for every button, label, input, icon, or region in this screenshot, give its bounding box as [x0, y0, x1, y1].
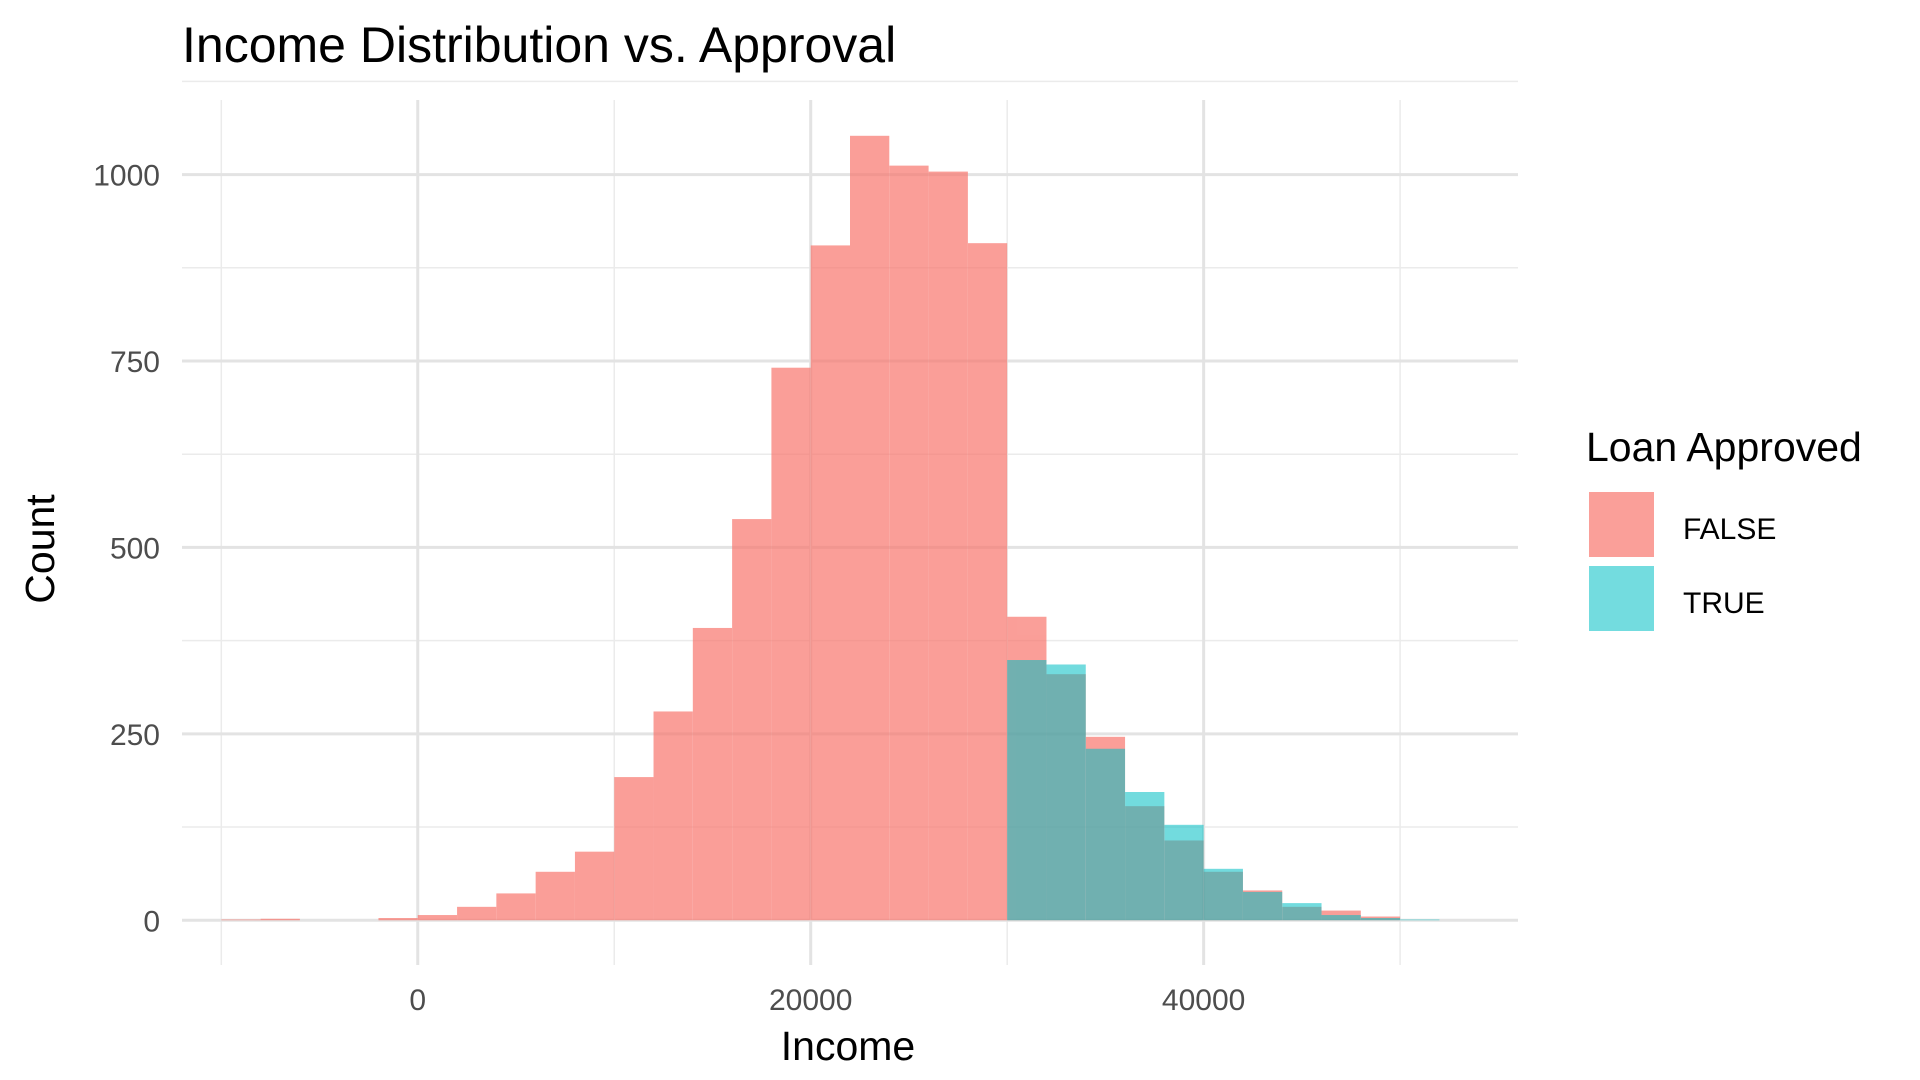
bar-true [1321, 915, 1361, 921]
x-tick-label: 40000 [1162, 984, 1245, 1017]
series-true-bars [1007, 660, 1440, 921]
bar-false [810, 245, 850, 921]
bar-true [1125, 792, 1165, 921]
y-axis-tick-labels: 0 250 500 750 1000 [93, 160, 160, 939]
y-tick-label: 750 [110, 346, 160, 379]
bar-false [378, 918, 418, 921]
legend-label-true: TRUE [1683, 587, 1765, 620]
bar-false [260, 918, 300, 921]
y-tick-label: 500 [110, 532, 160, 565]
y-tick-label: 1000 [93, 160, 160, 193]
legend-title: Loan Approved [1586, 424, 1862, 470]
bar-true [1282, 903, 1322, 921]
bar-true [1007, 660, 1047, 921]
bar-false [889, 165, 929, 921]
bar-true [1360, 918, 1401, 921]
bar-false [928, 171, 968, 921]
bar-true [1164, 824, 1204, 921]
bar-false [457, 906, 497, 921]
bar-false [574, 851, 615, 921]
bar-false [732, 519, 772, 921]
x-tick-label: 20000 [769, 984, 852, 1017]
bar-false [221, 919, 261, 921]
bar-true [1085, 748, 1126, 921]
bar-false [535, 871, 575, 921]
bar-false [417, 915, 458, 921]
bar-false [614, 777, 654, 921]
y-axis-title: Count [17, 494, 63, 604]
chart-title: Income Distribution vs. Approval [182, 17, 896, 73]
y-tick-label: 250 [110, 719, 160, 752]
legend-label-false: FALSE [1683, 513, 1776, 546]
bar-false [850, 135, 890, 921]
y-tick-label: 0 [143, 905, 160, 938]
bar-true [1203, 868, 1243, 921]
bar-false [692, 627, 733, 921]
bar-false [967, 243, 1008, 921]
legend: Loan Approved FALSE TRUE [1586, 424, 1862, 631]
bar-true [1400, 919, 1440, 921]
bar-false [653, 711, 693, 921]
legend-swatch-false [1589, 492, 1654, 557]
bar-true [1046, 664, 1086, 921]
x-axis-title: Income [781, 1023, 915, 1069]
bar-true [1242, 891, 1283, 921]
x-tick-label: 0 [409, 984, 426, 1017]
x-axis-tick-labels: 0 20000 40000 [409, 984, 1245, 1017]
bar-false [771, 367, 811, 921]
legend-swatch-true [1589, 566, 1654, 631]
bar-false [496, 893, 536, 921]
